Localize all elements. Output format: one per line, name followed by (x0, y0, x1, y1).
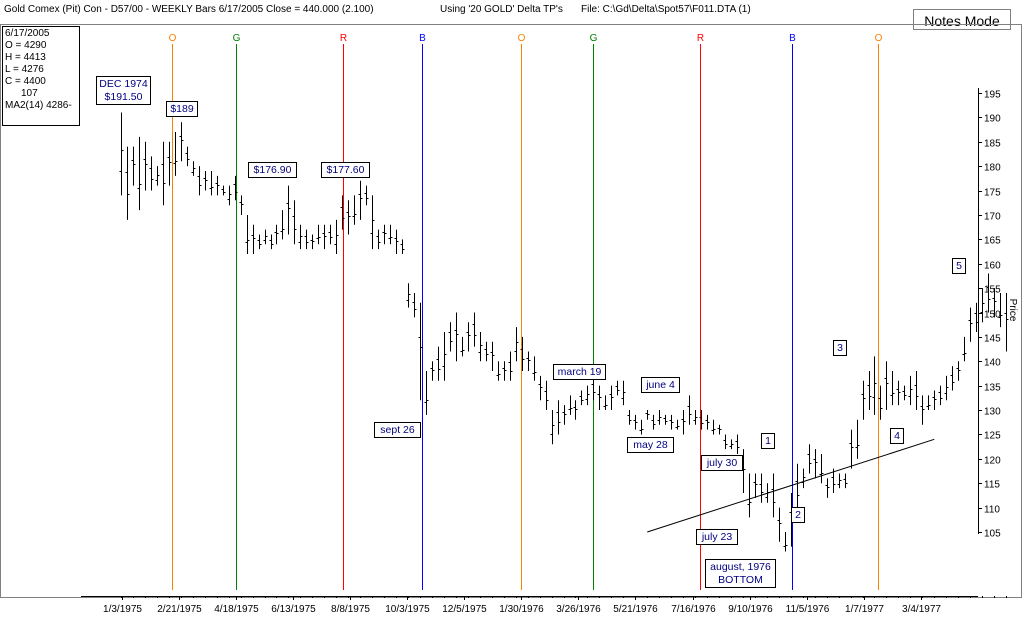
y-tick-label: 170 (984, 212, 1001, 223)
y-tick-label: 145 (984, 334, 1001, 345)
info-high: H = 4413 (5, 52, 46, 63)
y-tick-label: 160 (984, 261, 1001, 272)
y-tick-label: 120 (984, 456, 1001, 467)
x-tick-label: 6/13/1975 (271, 604, 316, 615)
annotation-label: july 30 (706, 457, 738, 469)
trendline (647, 438, 935, 533)
annotation-box (96, 76, 151, 105)
annotation-label: july 23 (701, 531, 733, 543)
y-tick-label: 110 (984, 505, 1000, 516)
annotation-label: DEC 1974 (99, 78, 148, 90)
marker-label-b: B (419, 33, 426, 44)
x-tick-label: 12/5/1975 (442, 604, 487, 615)
x-tick-label: 3/26/1976 (556, 604, 601, 615)
y-tick-label: 135 (984, 383, 1001, 394)
x-tick-label: 4/18/1975 (214, 604, 259, 615)
annotation-label: 1 (765, 435, 771, 447)
title-bar: Gold Comex (Pit) Con - D57/00 - WEEKLY B… (0, 0, 1024, 20)
annotation-box (791, 507, 805, 523)
x-tick-label: 2/21/1975 (157, 604, 202, 615)
y-tick-label: 190 (984, 114, 1001, 125)
annotation-box (166, 101, 198, 117)
annotation-box (248, 162, 297, 178)
annotation-label: march 19 (558, 366, 602, 378)
x-tick-label: 1/7/1977 (845, 604, 884, 615)
chart-title: Gold Comex (Pit) Con - D57/00 - WEEKLY B… (4, 4, 374, 15)
y-tick-label: 180 (984, 163, 1001, 174)
annotation-label: 2 (795, 509, 801, 521)
x-tick-label: 11/5/1976 (786, 604, 830, 615)
annotation-label: 4 (894, 430, 900, 442)
annotation-label: $176.90 (254, 164, 292, 176)
y-tick-label: 150 (984, 310, 1001, 321)
annotation-box (761, 433, 775, 449)
annotation-box (833, 340, 847, 356)
annotation-box (553, 364, 606, 380)
y-tick-label: 185 (984, 139, 1001, 150)
delta-set-label: Using '20 GOLD' Delta TP's (440, 4, 563, 15)
y-tick-label: 130 (984, 407, 1001, 418)
info-volume: 107 (21, 88, 38, 99)
marker-label-b: B (789, 33, 796, 44)
x-tick-label: 1/3/1975 (103, 604, 142, 615)
y-tick-label: 105 (984, 529, 1001, 540)
info-ma: MA2(14) 4286- (5, 100, 72, 111)
y-tick-label: 115 (984, 480, 1000, 491)
marker-label-g: G (590, 33, 598, 44)
x-tick-label: 3/4/1977 (902, 604, 941, 615)
annotation-label: june 4 (645, 379, 675, 391)
y-axis-label: Price (1007, 299, 1018, 322)
annotation-label: august, 1976 (710, 561, 771, 573)
info-close: C = 4400 (5, 76, 46, 87)
annotation-label: sept 26 (380, 424, 415, 436)
annotation-label: BOTTOM (718, 574, 763, 586)
annotation-box (641, 377, 680, 393)
annotation-box (701, 455, 743, 471)
annotation-box (890, 428, 904, 444)
annotation-box (374, 422, 421, 438)
marker-label-r: R (340, 33, 347, 44)
annotation-box (696, 529, 738, 545)
marker-label-g: G (233, 33, 241, 44)
chart-frame (0, 24, 1022, 598)
annotation-box (627, 437, 674, 453)
x-tick-label: 10/3/1975 (385, 604, 430, 615)
x-tick-label: 8/8/1975 (331, 604, 370, 615)
y-tick-label: 125 (984, 431, 1001, 442)
marker-label-o: O (169, 33, 177, 44)
file-path-label: File: C:\Gd\Delta\Spot57\F011.DTA (1) (581, 4, 751, 15)
annotation-label: $191.50 (105, 91, 143, 103)
annotation-label: 5 (956, 260, 962, 272)
annotation-label: 3 (837, 342, 843, 354)
info-open: O = 4290 (5, 40, 47, 51)
y-tick-label: 165 (984, 236, 1001, 247)
y-tick-label: 195 (984, 90, 1001, 101)
info-box: 6/17/2005 O = 4290 H = 4413 L = 4276 C =… (2, 26, 80, 126)
annotation-box (705, 559, 776, 588)
marker-label-r: R (697, 33, 704, 44)
annotation-label: $189 (170, 103, 194, 115)
x-tick-label: 1/30/1976 (499, 604, 544, 615)
y-tick-label: 140 (984, 358, 1001, 369)
info-date: 6/17/2005 (5, 28, 50, 39)
x-tick-label: 5/21/1976 (613, 604, 658, 615)
info-low: L = 4276 (5, 64, 44, 75)
x-tick-label: 7/16/1976 (671, 604, 716, 615)
annotation-box (952, 258, 966, 274)
y-tick-label: 155 (984, 285, 1001, 296)
marker-label-o: O (875, 33, 883, 44)
x-tick-label: 9/10/1976 (728, 604, 773, 615)
annotation-box (321, 162, 370, 178)
annotation-label: may 28 (633, 439, 668, 451)
annotation-label: $177.60 (327, 164, 365, 176)
y-tick-label: 175 (984, 188, 1001, 199)
marker-label-o: O (518, 33, 526, 44)
